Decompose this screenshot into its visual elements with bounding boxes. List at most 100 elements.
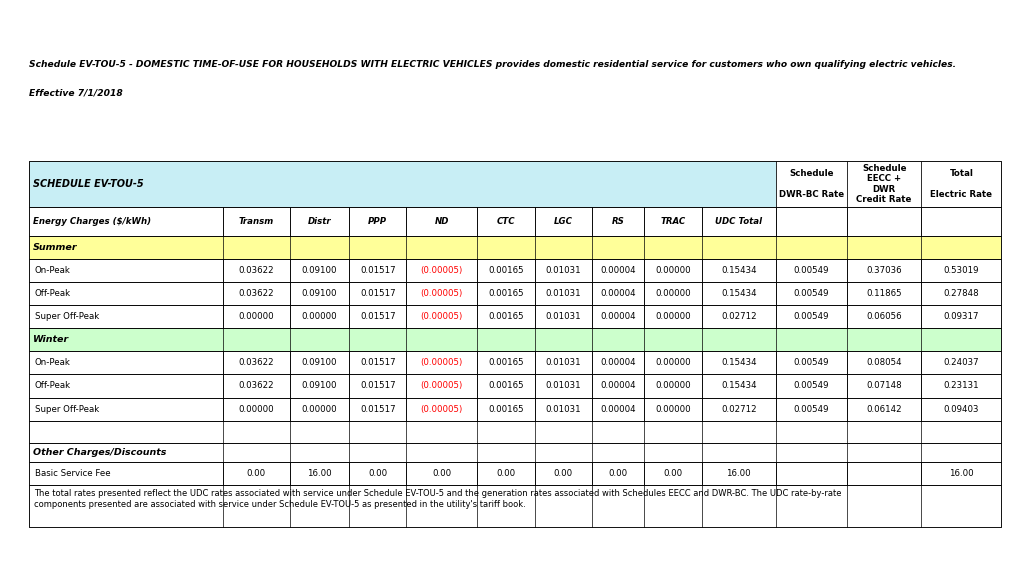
Text: Super Off-Peak: Super Off-Peak: [35, 404, 99, 414]
Text: 16.00: 16.00: [307, 469, 332, 478]
Text: Basic Service Fee: Basic Service Fee: [35, 469, 111, 478]
Text: 0.00549: 0.00549: [794, 381, 829, 391]
Text: 0.15434: 0.15434: [721, 358, 757, 367]
Text: Distr: Distr: [307, 217, 331, 226]
Text: 0.01517: 0.01517: [359, 312, 395, 321]
Text: 0.06142: 0.06142: [866, 404, 902, 414]
Text: The total rates presented reflect the UDC rates associated with service under Sc: The total rates presented reflect the UD…: [34, 490, 842, 509]
Text: 0.00165: 0.00165: [488, 381, 523, 391]
Text: PPP: PPP: [369, 217, 387, 226]
Text: 0.01517: 0.01517: [359, 266, 395, 275]
Text: LGC: LGC: [554, 217, 572, 226]
Text: 0.53019: 0.53019: [944, 266, 979, 275]
Text: 0.03622: 0.03622: [239, 289, 274, 298]
Text: 0.00000: 0.00000: [301, 404, 337, 414]
Text: 0.01517: 0.01517: [359, 404, 395, 414]
Text: 0.00: 0.00: [247, 469, 266, 478]
Text: 0.01031: 0.01031: [546, 266, 581, 275]
Text: 0.00549: 0.00549: [794, 266, 829, 275]
Text: 0.09100: 0.09100: [302, 381, 337, 391]
Text: Other Charges/Discounts: Other Charges/Discounts: [33, 448, 166, 457]
Text: 0.00165: 0.00165: [488, 404, 523, 414]
Text: 0.00: 0.00: [497, 469, 515, 478]
Text: Summer: Summer: [33, 243, 77, 252]
Text: 0.08054: 0.08054: [866, 358, 902, 367]
Text: 0.00: 0.00: [608, 469, 628, 478]
Text: 0.11865: 0.11865: [866, 289, 902, 298]
Text: 0.00549: 0.00549: [794, 358, 829, 367]
Text: 0.00000: 0.00000: [655, 289, 691, 298]
Text: RS: RS: [611, 217, 625, 226]
Text: 0.09100: 0.09100: [302, 289, 337, 298]
Text: ND: ND: [434, 217, 449, 226]
Text: 0.00: 0.00: [369, 469, 387, 478]
Text: Schedule EV-TOU-5 - DOMESTIC TIME-OF-USE FOR HOUSEHOLDS WITH ELECTRIC VEHICLES p: Schedule EV-TOU-5 - DOMESTIC TIME-OF-USE…: [29, 60, 955, 70]
Text: CTC: CTC: [497, 217, 515, 226]
Text: 0.27848: 0.27848: [943, 289, 979, 298]
Text: 0.09100: 0.09100: [302, 266, 337, 275]
Text: Schedule

DWR-BC Rate: Schedule DWR-BC Rate: [779, 169, 844, 199]
Text: 0.00000: 0.00000: [655, 404, 691, 414]
Text: 0.01031: 0.01031: [546, 289, 581, 298]
Text: 0.01031: 0.01031: [546, 381, 581, 391]
Text: 0.15434: 0.15434: [721, 289, 757, 298]
Text: 0.00165: 0.00165: [488, 312, 523, 321]
Text: 0.06056: 0.06056: [866, 312, 902, 321]
Text: 0.07148: 0.07148: [866, 381, 902, 391]
Text: Transm: Transm: [239, 217, 274, 226]
Text: 0.00165: 0.00165: [488, 358, 523, 367]
Text: Energy Charges ($/kWh): Energy Charges ($/kWh): [33, 217, 151, 226]
Text: 0.00000: 0.00000: [655, 312, 691, 321]
Text: 0.02712: 0.02712: [721, 312, 757, 321]
Text: 0.00000: 0.00000: [655, 266, 691, 275]
Text: 0.03622: 0.03622: [239, 358, 274, 367]
Text: UDC Total: UDC Total: [715, 217, 763, 226]
Text: 0.00165: 0.00165: [488, 266, 523, 275]
Text: 0.00004: 0.00004: [600, 358, 636, 367]
Text: 0.24037: 0.24037: [943, 358, 979, 367]
Text: (0.00005): (0.00005): [421, 404, 463, 414]
Text: 0.00000: 0.00000: [655, 381, 691, 391]
Text: 0.00549: 0.00549: [794, 404, 829, 414]
Text: On-Peak: On-Peak: [35, 266, 71, 275]
Text: 0.00000: 0.00000: [301, 312, 337, 321]
Text: 0.00: 0.00: [432, 469, 452, 478]
Text: Winter: Winter: [33, 335, 69, 344]
Text: 0.03622: 0.03622: [239, 381, 274, 391]
Text: 0.00004: 0.00004: [600, 266, 636, 275]
Text: Effective 7/1/2018: Effective 7/1/2018: [29, 88, 123, 97]
Text: Schedule
EECC +
DWR
Credit Rate: Schedule EECC + DWR Credit Rate: [856, 164, 911, 204]
Text: (0.00005): (0.00005): [421, 381, 463, 391]
Text: TRAC: TRAC: [660, 217, 686, 226]
Text: Off-Peak: Off-Peak: [35, 289, 71, 298]
Text: Super Off-Peak: Super Off-Peak: [35, 312, 99, 321]
Text: 0.09100: 0.09100: [302, 358, 337, 367]
Text: 0.00549: 0.00549: [794, 312, 829, 321]
Text: 0.00000: 0.00000: [239, 404, 274, 414]
Text: 0.01517: 0.01517: [359, 358, 395, 367]
Text: 0.01031: 0.01031: [546, 312, 581, 321]
Text: 0.00004: 0.00004: [600, 312, 636, 321]
Text: 0.00549: 0.00549: [794, 289, 829, 298]
Text: 0.00004: 0.00004: [600, 289, 636, 298]
Text: (0.00005): (0.00005): [421, 266, 463, 275]
Text: 0.09317: 0.09317: [944, 312, 979, 321]
Text: Total

Electric Rate: Total Electric Rate: [931, 169, 992, 199]
Text: 0.01517: 0.01517: [359, 289, 395, 298]
Text: 16.00: 16.00: [726, 469, 752, 478]
Text: 0.00000: 0.00000: [239, 312, 274, 321]
Text: 0.37036: 0.37036: [866, 266, 902, 275]
Text: On-Peak: On-Peak: [35, 358, 71, 367]
Text: (0.00005): (0.00005): [421, 358, 463, 367]
Text: (0.00005): (0.00005): [421, 312, 463, 321]
Text: 16.00: 16.00: [949, 469, 974, 478]
Text: (0.00005): (0.00005): [421, 289, 463, 298]
Text: SCHEDULE EV-TOU-5: SCHEDULE EV-TOU-5: [33, 179, 143, 189]
Text: 0.15434: 0.15434: [721, 266, 757, 275]
Text: 0.00: 0.00: [664, 469, 683, 478]
Text: 0.00: 0.00: [554, 469, 572, 478]
Text: 0.00004: 0.00004: [600, 404, 636, 414]
Text: 0.01031: 0.01031: [546, 404, 581, 414]
Text: 0.09403: 0.09403: [944, 404, 979, 414]
Text: 0.00004: 0.00004: [600, 381, 636, 391]
